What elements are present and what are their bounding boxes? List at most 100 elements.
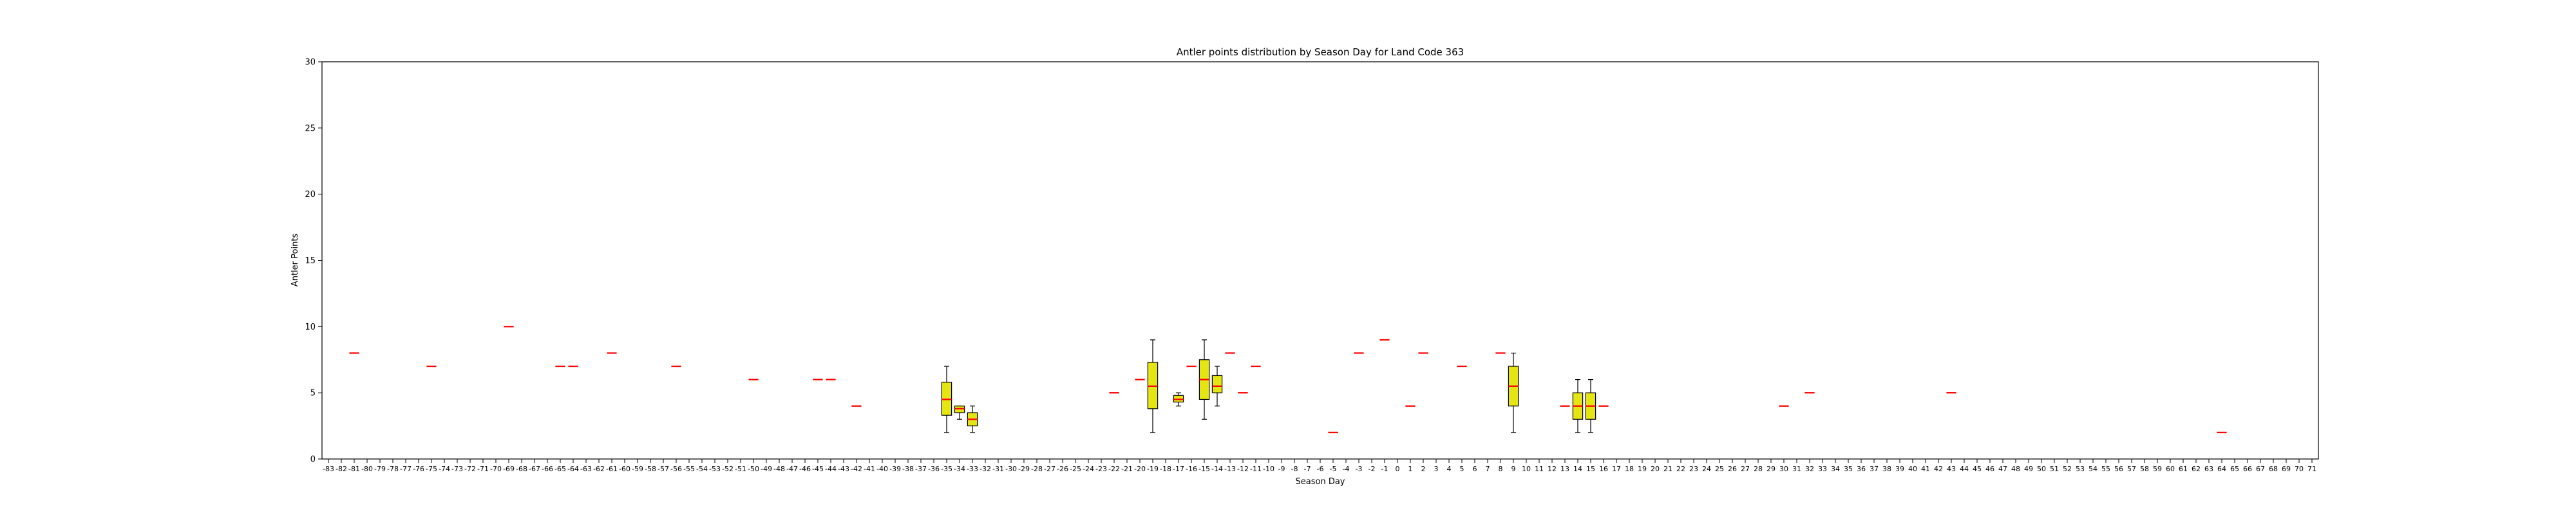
- x-tick-label: -3: [1356, 465, 1363, 473]
- box-group: [1572, 379, 1584, 433]
- x-tick-label: -41: [864, 465, 875, 473]
- x-tick-label: 36: [1857, 465, 1866, 473]
- x-tick-label: -9: [1278, 465, 1285, 473]
- x-tick-label: -74: [439, 465, 450, 473]
- x-tick-label: 65: [2230, 465, 2239, 473]
- x-tick-label: 56: [2114, 465, 2123, 473]
- box-series: [349, 326, 2227, 433]
- box-iqr: [1211, 375, 1223, 393]
- x-tick-label: -78: [387, 465, 399, 473]
- x-tick-label: -11: [1250, 465, 1262, 473]
- x-tick-label: 64: [2217, 465, 2226, 473]
- box-group: [967, 406, 978, 433]
- x-tick-label: -39: [889, 465, 901, 473]
- x-tick-label: 23: [1689, 465, 1698, 473]
- x-tick-label: 38: [1882, 465, 1891, 473]
- x-tick-label: 16: [1599, 465, 1608, 473]
- x-tick-label: 63: [2204, 465, 2213, 473]
- x-tick-label: -42: [851, 465, 862, 473]
- x-tick-label: 71: [2307, 465, 2316, 473]
- x-tick-label: 35: [1844, 465, 1853, 473]
- x-tick-label: -77: [400, 465, 412, 473]
- x-tick-label: -4: [1343, 465, 1350, 473]
- x-tick-label: 66: [2243, 465, 2252, 473]
- x-tick-label: 19: [1638, 465, 1647, 473]
- x-tick-label: 68: [2269, 465, 2278, 473]
- x-tick-label: -28: [1031, 465, 1043, 473]
- plot-frame: [321, 61, 2319, 460]
- chart-title: Antler points distribution by Season Day…: [1177, 46, 1464, 58]
- x-tick-label: -55: [683, 465, 695, 473]
- x-tick-label: -21: [1121, 465, 1133, 473]
- x-tick-label: -79: [374, 465, 386, 473]
- x-tick-label: 24: [1702, 465, 1711, 473]
- x-tick-label: 33: [1818, 465, 1827, 473]
- x-tick-label: -58: [645, 465, 656, 473]
- x-tick-label: -50: [748, 465, 759, 473]
- x-tick-label: -54: [696, 465, 708, 473]
- x-tick-label: -45: [812, 465, 824, 473]
- x-tick-label: 47: [1998, 465, 2007, 473]
- x-tick-label: 21: [1663, 465, 1672, 473]
- x-tick-label: -37: [915, 465, 927, 473]
- x-tick-label: -40: [876, 465, 888, 473]
- x-tick-label: -34: [954, 465, 965, 473]
- x-tick-label: -26: [1057, 465, 1068, 473]
- x-tick-label: -48: [773, 465, 785, 473]
- box-group: [1198, 339, 1210, 420]
- x-tick-label: -23: [1095, 465, 1107, 473]
- x-tick-label: 57: [2127, 465, 2136, 473]
- x-tick-label: 30: [1779, 465, 1788, 473]
- x-tick-label: 3: [1434, 465, 1439, 473]
- x-tick-label: -52: [722, 465, 734, 473]
- x-tick-label: -30: [1005, 465, 1017, 473]
- x-tick-label: -66: [542, 465, 553, 473]
- y-tick-label: 5: [310, 389, 316, 398]
- y-tick-label: 10: [305, 323, 316, 332]
- x-tick-label: -60: [619, 465, 630, 473]
- x-tick-label: -76: [413, 465, 424, 473]
- x-tick-label: 51: [2050, 465, 2059, 473]
- x-tick-label: -20: [1134, 465, 1146, 473]
- x-tick-label: -24: [1083, 465, 1094, 473]
- x-tick-label: 43: [1947, 465, 1956, 473]
- x-tick-label: 61: [2179, 465, 2188, 473]
- x-tick-label: -59: [632, 465, 643, 473]
- x-tick-label: -25: [1070, 465, 1081, 473]
- x-tick-label: 60: [2166, 465, 2175, 473]
- x-tick-label: -70: [490, 465, 502, 473]
- x-tick-label: 2: [1421, 465, 1426, 473]
- x-tick-label: 4: [1447, 465, 1452, 473]
- x-tick-label: 0: [1396, 465, 1400, 473]
- box-group: [1211, 366, 1223, 407]
- x-tick-label: 42: [1934, 465, 1943, 473]
- x-tick-label: 28: [1754, 465, 1763, 473]
- x-tick-label: 17: [1612, 465, 1621, 473]
- x-tick-label: -10: [1263, 465, 1274, 473]
- x-tick-label: 14: [1573, 465, 1582, 473]
- box-group: [941, 366, 952, 433]
- x-tick-label: 12: [1548, 465, 1557, 473]
- x-tick-label: 18: [1625, 465, 1634, 473]
- x-tick-label: 54: [2088, 465, 2098, 473]
- x-tick-label: 45: [1973, 465, 1982, 473]
- x-tick-label: 7: [1486, 465, 1490, 473]
- x-tick-label: 6: [1473, 465, 1477, 473]
- x-tick-label: -15: [1198, 465, 1210, 473]
- x-tick-label: -56: [670, 465, 682, 473]
- x-tick-label: 41: [1921, 465, 1930, 473]
- x-tick-label: 25: [1715, 465, 1724, 473]
- x-tick-label: -71: [477, 465, 489, 473]
- x-tick-label: 27: [1741, 465, 1750, 473]
- x-tick-label: -7: [1304, 465, 1311, 473]
- x-tick-label: -63: [580, 465, 592, 473]
- x-tick-label: 52: [2063, 465, 2072, 473]
- x-tick-label: 70: [2295, 465, 2304, 473]
- x-tick-label: -29: [1018, 465, 1030, 473]
- x-tick-label: 9: [1511, 465, 1516, 473]
- x-tick-label: 34: [1831, 465, 1840, 473]
- x-tick-label: 53: [2076, 465, 2085, 473]
- x-tick-label: 29: [1766, 465, 1776, 473]
- x-tick-label: -32: [980, 465, 991, 473]
